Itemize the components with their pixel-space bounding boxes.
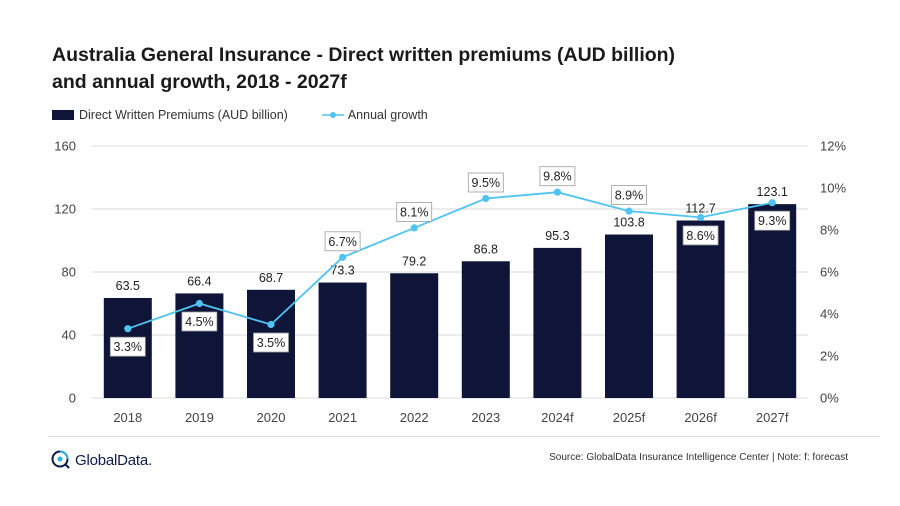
bar-value-label: 68.7: [259, 271, 283, 285]
y-axis-tick-label: 160: [54, 139, 76, 154]
chart-title-line-1: Australia General Insurance - Direct wri…: [52, 44, 676, 66]
growth-value-label: 9.5%: [472, 176, 501, 190]
growth-point: [482, 194, 490, 203]
growth-label-box: [253, 332, 289, 353]
growth-value-label: 6.7%: [328, 235, 357, 249]
growth-point: [410, 224, 418, 232]
y2-axis-tick-label: 6%: [820, 265, 839, 280]
growth-point: [267, 320, 275, 329]
globaldata-logo: GlobalData.: [50, 449, 152, 471]
x-axis-tick-label: 2023: [471, 410, 500, 425]
growth-label-box: [539, 166, 576, 187]
bar-value-label: 123.1: [757, 185, 788, 199]
bar: [676, 220, 725, 398]
growth-label-box: [611, 185, 647, 206]
growth-label-box: [324, 231, 361, 252]
growth-point: [553, 188, 562, 196]
bar-value-label: 103.8: [613, 216, 644, 230]
bar: [318, 282, 367, 398]
bar: [605, 234, 653, 398]
bar: [175, 293, 224, 398]
x-axis-tick-label: 2018: [113, 410, 142, 425]
y2-axis-tick-label: 4%: [820, 307, 839, 322]
growth-label-box: [467, 172, 504, 193]
bar-value-label: 112.7: [685, 201, 715, 215]
bar: [748, 204, 797, 398]
y-axis-tick-label: 80: [62, 265, 76, 280]
bar: [390, 273, 439, 398]
y-axis-tick-label: 120: [54, 202, 76, 217]
x-axis-tick-label: 2019: [185, 410, 214, 425]
growth-label-box: [396, 201, 433, 222]
y-axis-tick-label: 0: [69, 391, 76, 406]
globaldata-logo-text: GlobalData.: [75, 451, 153, 469]
growth-value-label: 8.6%: [686, 229, 715, 243]
bar-value-label: 86.8: [474, 242, 498, 256]
legend-bar-label: Direct Written Premiums (AUD billion): [79, 108, 288, 122]
growth-value-label: 8.9%: [615, 189, 644, 203]
growth-point: [195, 299, 203, 308]
y2-axis-tick-label: 0%: [820, 391, 839, 406]
bar: [461, 261, 510, 398]
legend-line-swatch: [321, 112, 344, 118]
x-axis-tick-label: 2020: [257, 410, 286, 425]
legend-line-label: Annual growth: [347, 108, 428, 122]
x-axis-tick-label: 2027f: [756, 410, 789, 425]
chart-title-line-2: and annual growth, 2018 - 2027f: [52, 71, 347, 93]
growth-point: [697, 213, 705, 221]
growth-value-label: 8.1%: [400, 205, 429, 219]
legend-bar-swatch: [52, 110, 74, 120]
growth-label-box: [181, 311, 218, 332]
x-axis-tick-label: 2022: [400, 410, 429, 425]
bar-value-label: 66.4: [187, 274, 211, 288]
x-axis-tick-label: 2024f: [541, 410, 574, 425]
source-note: Source: GlobalData Insurance Intelligenc…: [549, 452, 848, 463]
globaldata-logo-icon: [51, 450, 70, 469]
x-axis-tick-label: 2025f: [613, 410, 646, 425]
growth-point: [339, 253, 347, 261]
growth-point: [625, 207, 633, 215]
y2-axis-tick-label: 8%: [820, 223, 839, 238]
legend: Direct Written Premiums (AUD billion) An…: [52, 108, 428, 122]
bar-value-label: 95.3: [545, 229, 569, 243]
x-axis-tick-label: 2026f: [684, 410, 717, 425]
y2-axis-tick-label: 12%: [820, 139, 846, 154]
y2-axis-tick-label: 10%: [820, 181, 846, 196]
growth-point: [124, 325, 132, 333]
growth-label-box: [754, 210, 791, 231]
growth-value-label: 9.3%: [758, 214, 787, 228]
growth-point: [768, 199, 776, 207]
footer-divider: [48, 436, 880, 437]
chart-title: Australia General Insurance - Direct wri…: [52, 42, 832, 96]
growth-value-label: 3.3%: [114, 340, 143, 354]
bar: [533, 247, 582, 398]
growth-label-box: [109, 336, 146, 357]
growth-value-label: 3.5%: [257, 336, 286, 350]
bar-value-label: 79.2: [402, 254, 426, 268]
growth-value-label: 4.5%: [185, 315, 214, 329]
bar-value-label: 73.3: [330, 264, 354, 278]
y-axis-tick-label: 40: [62, 328, 76, 343]
growth-value-label: 9.8%: [543, 170, 572, 184]
y2-axis-tick-label: 2%: [820, 349, 839, 364]
bar-value-label: 63.5: [116, 279, 140, 293]
x-axis-tick-label: 2021: [328, 410, 357, 425]
growth-label-box: [682, 225, 719, 246]
growth-line: [127, 191, 773, 330]
